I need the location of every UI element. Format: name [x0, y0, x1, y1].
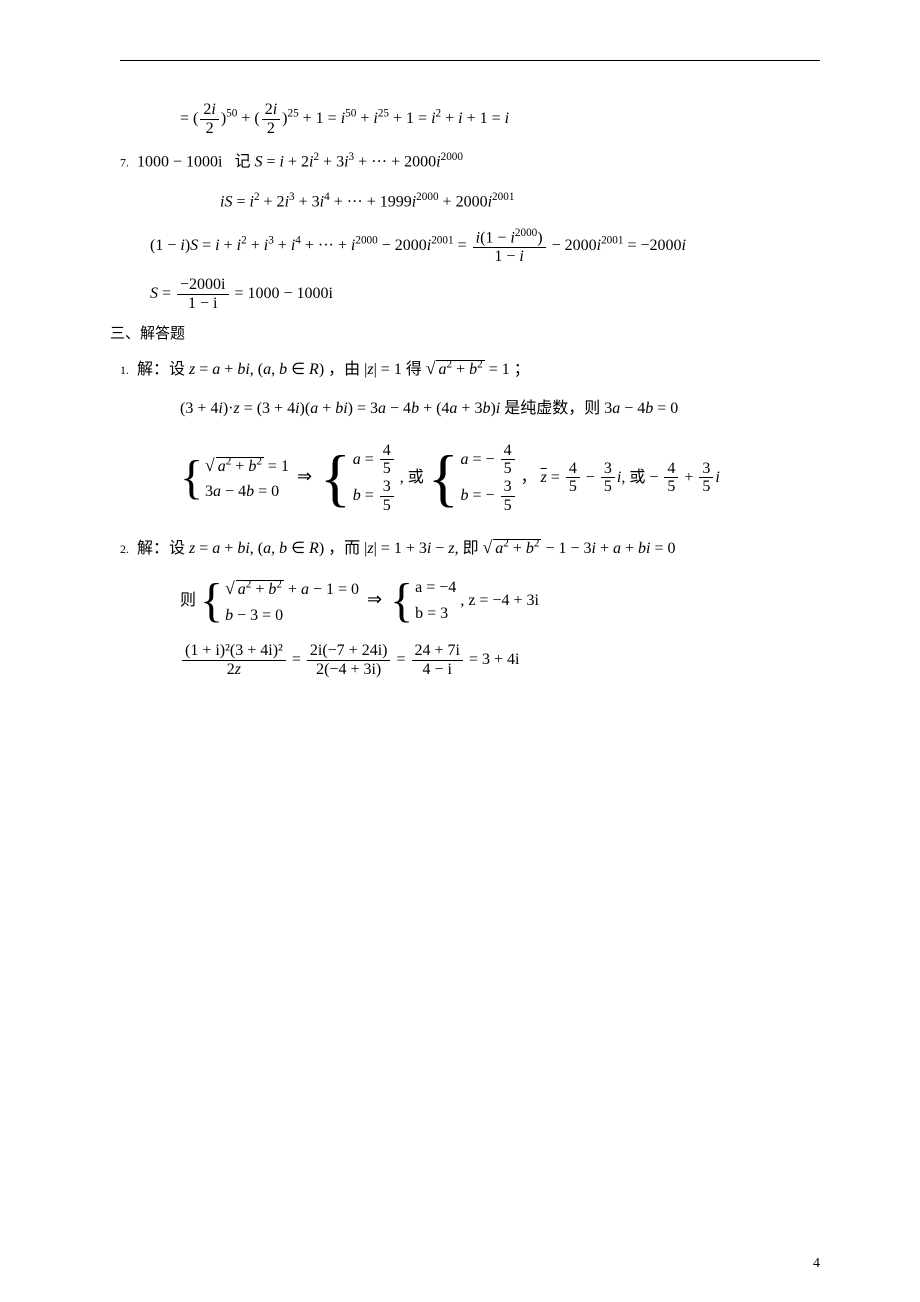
equation-diff: (1 − i)S = i + i2 + i3 + i4 + ··· + i200… — [120, 227, 820, 266]
label-note: 记 — [234, 154, 250, 171]
equation-line: = (2i2)50 + (2i2)25 + 1 = i50 + i25 + 1 … — [120, 101, 820, 137]
problem-2-system: 则 { a2 + b2 + a − 1 = 0 b − 3 = 0 ⇒ { a … — [120, 574, 820, 628]
problem-1-line1: 1. 解：设 z = a + bi, (a, b ∈ R) ，由 |z| = 1… — [120, 353, 820, 385]
problem-2-line1: 2. 解：设 z = a + bi, (a, b ∈ R) ，而 |z| = 1… — [120, 532, 820, 564]
answer-value: 1000 − 1000i — [137, 154, 222, 171]
item-number: 2. — [120, 542, 129, 556]
problem-1-system: { a2 + b2 = 1 3a − 4b = 0 ⇒ { a = 45 b =… — [120, 442, 820, 514]
equation-iS: iS = i2 + 2i3 + 3i4 + ··· + 1999i2000 + … — [120, 187, 820, 217]
problem-1-line2: (3 + 4i)·z = (3 + 4i)(a + bi) = 3a − 4b … — [120, 395, 820, 424]
document-page: = (2i2)50 + (2i2)25 + 1 = i50 + i25 + 1 … — [0, 0, 920, 1302]
horizontal-rule — [120, 60, 820, 61]
page-number: 4 — [813, 1256, 820, 1272]
section-heading: 三、解答题 — [110, 322, 820, 343]
equation-S: S = −2000i1 − i = 1000 − 1000i — [120, 276, 820, 312]
item-7: 7. 1000 − 1000i 记 S = i + 2i2 + 3i3 + ··… — [120, 147, 820, 177]
problem-2-final: (1 + i)²(3 + 4i)²2z = 2i(−7 + 24i)2(−4 +… — [120, 642, 820, 678]
item-number: 7. — [120, 156, 129, 170]
item-number: 1. — [120, 363, 129, 377]
